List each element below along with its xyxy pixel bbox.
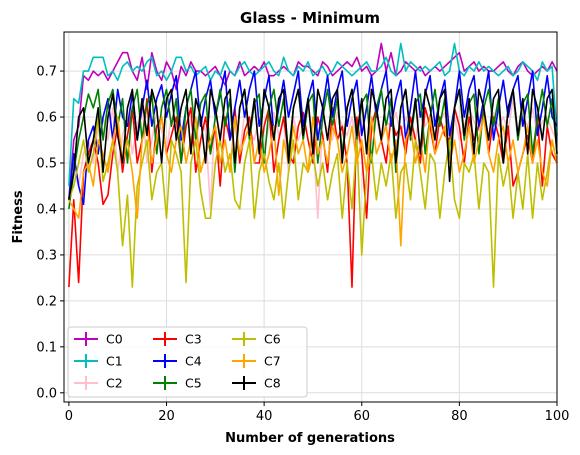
x-tick-label: 60 [353,409,370,424]
y-tick-label: 0.5 [36,156,57,171]
legend-label: C7 [264,354,281,369]
x-tick-label: 20 [158,409,175,424]
y-tick-label: 0.3 [36,248,57,263]
x-axis-label: Number of generations [225,431,395,446]
legend-label: C6 [264,332,281,347]
x-tick-label: 100 [545,409,570,424]
y-tick-label: 0.1 [36,340,57,355]
y-tick-label: 0.0 [36,386,57,401]
legend: C0 C1 C2 C3 C4 C5 C6 C7 C8 [68,327,307,397]
chart-title: Glass - Minimum [240,9,380,27]
legend-label: C5 [185,376,202,391]
legend-label: C2 [106,376,123,391]
x-tick-label: 40 [256,409,273,424]
x-tick-label: 80 [451,409,468,424]
legend-label: C8 [264,376,281,391]
legend-label: C1 [106,354,123,369]
y-tick-label: 0.4 [36,202,57,217]
legend-label: C3 [185,332,202,347]
y-tick-label: 0.2 [36,294,57,309]
legend-label: C0 [106,332,123,347]
x-tick-label: 0 [65,409,73,424]
y-tick-label: 0.7 [36,65,57,80]
legend-label: C4 [185,354,202,369]
y-axis-label: Fitness [11,190,26,243]
y-tick-label: 0.6 [36,111,57,126]
